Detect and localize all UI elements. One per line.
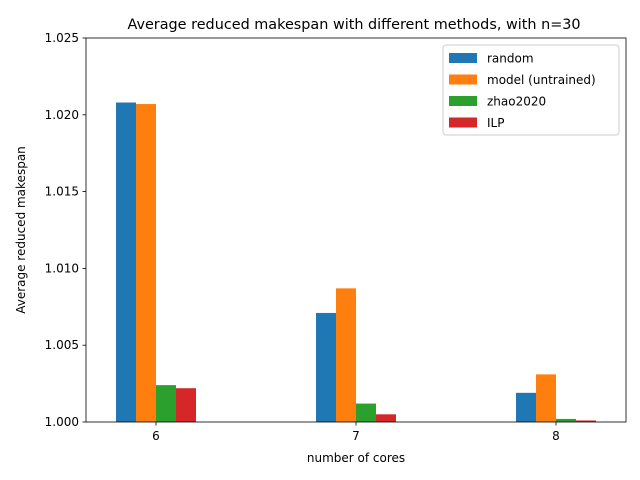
- y-axis: 1.000 1.005 1.010 1.015 1.020 1.025: [45, 31, 86, 429]
- chart-title: Average reduced makespan with different …: [127, 17, 580, 33]
- legend-label: random: [487, 52, 534, 66]
- bar-ilp-7: [376, 414, 396, 422]
- legend-label: zhao2020: [487, 95, 546, 109]
- legend-swatch: [449, 117, 477, 128]
- bar-ilp-6: [176, 388, 196, 422]
- x-axis: 6 7 8: [152, 422, 560, 443]
- bar-model-untrained--6: [136, 104, 156, 422]
- y-tick-label: 1.025: [45, 31, 79, 45]
- x-tick-label: 7: [352, 429, 360, 443]
- y-tick-label: 1.015: [45, 185, 79, 199]
- bar-random-8: [516, 392, 536, 422]
- y-tick-label: 1.005: [45, 338, 79, 352]
- legend-label: ILP: [487, 116, 504, 130]
- bar-random-7: [316, 312, 336, 422]
- x-axis-label: number of cores: [307, 451, 405, 465]
- y-tick-label: 1.020: [45, 108, 79, 122]
- bar-model-untrained--8: [536, 374, 556, 422]
- bar-zhao2020-7: [356, 403, 376, 422]
- y-tick-label: 1.000: [45, 415, 79, 429]
- y-tick-label: 1.010: [45, 261, 79, 275]
- legend-swatch: [449, 74, 477, 85]
- bar-random-6: [116, 102, 136, 423]
- legend-box: [442, 44, 620, 136]
- legend-swatch: [449, 53, 477, 63]
- legend-swatch: [449, 96, 477, 106]
- legend: random model (untrained) zhao2020 ILP: [442, 44, 620, 136]
- bar-model-untrained--7: [336, 288, 356, 422]
- x-tick-label: 6: [152, 429, 160, 443]
- bar-zhao2020-8: [556, 418, 576, 422]
- bars-layer: [116, 102, 596, 423]
- legend-label: model (untrained): [487, 73, 596, 87]
- bar-ilp-8: [576, 420, 596, 422]
- bar-zhao2020-6: [156, 385, 176, 422]
- y-axis-label: Average reduced makespan: [14, 146, 28, 314]
- x-tick-label: 8: [552, 429, 560, 443]
